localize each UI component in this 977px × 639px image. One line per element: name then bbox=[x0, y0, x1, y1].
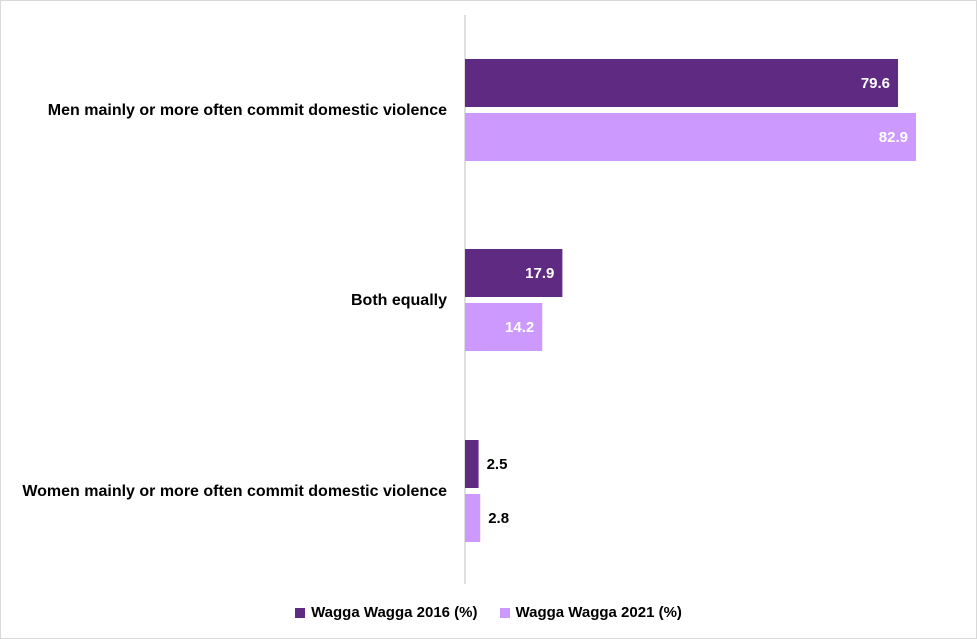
bar-wagga-wagga-2016-1 bbox=[465, 249, 563, 297]
legend-swatch-2021 bbox=[499, 607, 510, 618]
bar-wagga-wagga-2021-0 bbox=[465, 113, 916, 161]
data-label-wagga-wagga-2016-1: 17.9 bbox=[525, 265, 554, 282]
legend-item-2021: Wagga Wagga 2021 (%) bbox=[499, 604, 682, 621]
bar-wagga-wagga-2021-2 bbox=[465, 494, 481, 542]
category-label-women-mainly-or-more-often-commit-domestic-violence: Women mainly or more often commit domest… bbox=[22, 483, 447, 500]
data-label-wagga-wagga-2021-2: 2.8 bbox=[488, 510, 509, 527]
category-label-men-mainly-or-more-often-commit-domestic-violence: Men mainly or more often commit domestic… bbox=[48, 102, 447, 119]
legend-item-2016: Wagga Wagga 2016 (%) bbox=[295, 604, 478, 621]
legend-swatch-2016 bbox=[295, 607, 306, 618]
bar-wagga-wagga-2016-2 bbox=[465, 440, 479, 488]
bar-wagga-wagga-2021-1 bbox=[465, 303, 543, 351]
legend: Wagga Wagga 2016 (%) Wagga Wagga 2021 (%… bbox=[0, 604, 977, 621]
legend-label-2016: Wagga Wagga 2016 (%) bbox=[311, 604, 478, 621]
bar-wagga-wagga-2016-0 bbox=[465, 59, 899, 107]
data-label-wagga-wagga-2016-2: 2.5 bbox=[487, 456, 508, 473]
data-label-wagga-wagga-2021-1: 14.2 bbox=[505, 319, 534, 336]
data-label-wagga-wagga-2016-0: 79.6 bbox=[861, 75, 890, 92]
legend-label-2021: Wagga Wagga 2021 (%) bbox=[515, 604, 682, 621]
data-label-wagga-wagga-2021-0: 82.9 bbox=[879, 129, 908, 146]
category-label-both-equally: Both equally bbox=[351, 292, 447, 309]
